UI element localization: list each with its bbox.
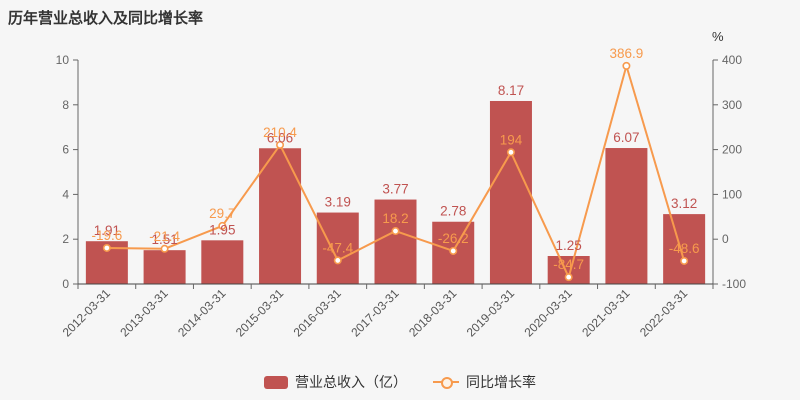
revenue-bar-2014-03-31[interactable]: [201, 240, 244, 284]
bar-value-label: 2.78: [440, 204, 466, 219]
growth-point-2021-03-31[interactable]: [622, 61, 631, 70]
bar-value-label: 1.51: [151, 232, 177, 247]
right-axis-tick-label: 300: [722, 98, 742, 112]
x-axis-category-label: 2015-03-31: [233, 286, 287, 340]
left-axis-tick-label: 4: [62, 187, 69, 201]
growth-value-label: -84.7: [553, 257, 584, 272]
growth-point-2013-03-31[interactable]: [160, 244, 169, 253]
x-axis-category-label: 2020-03-31: [521, 286, 575, 340]
bar-value-label: 3.12: [671, 196, 697, 211]
growth-value-label: 194: [500, 132, 523, 147]
growth-value-label: 210.4: [263, 125, 297, 140]
bar-value-label: 1.91: [94, 223, 120, 238]
right-axis-tick-label: 200: [722, 143, 742, 157]
right-axis-tick-label: 100: [722, 187, 742, 201]
growth-value-label: 29.7: [209, 206, 235, 221]
bar-value-label: 1.25: [556, 238, 582, 253]
growth-value-label: -26.2: [438, 231, 469, 246]
left-axis-tick-label: 10: [56, 53, 70, 67]
x-axis-category-label: 2022-03-31: [637, 286, 691, 340]
legend: 营业总收入（亿） 同比增长率: [0, 372, 800, 392]
right-axis-tick-label: 400: [722, 53, 742, 67]
growth-point-2015-03-31[interactable]: [276, 140, 285, 149]
x-axis-category-label: 2014-03-31: [175, 286, 229, 340]
x-axis-category-label: 2018-03-31: [406, 286, 460, 340]
x-axis-category-label: 2012-03-31: [60, 286, 114, 340]
revenue-bar-2022-03-31[interactable]: [663, 214, 706, 284]
growth-point-2014-03-31[interactable]: [218, 221, 227, 230]
bar-series-swatch-icon: [264, 375, 288, 389]
revenue-bar-2019-03-31[interactable]: [489, 100, 532, 284]
left-axis-tick-label: 8: [62, 98, 69, 112]
right-axis-tick-label: -100: [722, 277, 746, 291]
growth-value-label: 18.2: [382, 211, 408, 226]
growth-point-2017-03-31[interactable]: [391, 227, 400, 236]
growth-value-label: 386.9: [610, 46, 644, 61]
growth-point-2012-03-31[interactable]: [102, 243, 111, 252]
bar-value-label: 3.77: [382, 182, 408, 197]
revenue-bar-2016-03-31[interactable]: [316, 212, 359, 284]
growth-value-label: -19.6: [91, 228, 122, 243]
legend-bar-label: 营业总收入（亿）: [295, 374, 407, 390]
growth-value-label: -47.4: [322, 240, 353, 255]
growth-point-2016-03-31[interactable]: [333, 256, 342, 265]
growth-point-2020-03-31[interactable]: [564, 273, 573, 282]
growth-point-2018-03-31[interactable]: [449, 246, 458, 255]
x-axis-category-label: 2013-03-31: [117, 286, 171, 340]
right-axis-unit-label: %: [712, 29, 724, 44]
growth-point-2022-03-31[interactable]: [680, 256, 689, 265]
growth-value-label: -21.4: [149, 229, 180, 244]
revenue-bar-2021-03-31[interactable]: [605, 148, 648, 284]
bar-value-label: 1.95: [209, 222, 235, 237]
legend-line-label: 同比增长率: [466, 374, 536, 390]
left-axis-tick-label: 2: [62, 232, 69, 246]
revenue-bar-2013-03-31[interactable]: [143, 250, 186, 284]
legend-item-revenue[interactable]: 营业总收入（亿）: [264, 372, 407, 392]
x-axis-category-label: 2021-03-31: [579, 286, 633, 340]
bar-value-label: 6.07: [613, 130, 639, 145]
x-axis-category-label: 2016-03-31: [291, 286, 345, 340]
bar-value-label: 3.19: [325, 195, 351, 210]
growth-point-2019-03-31[interactable]: [506, 148, 515, 157]
bar-value-label: 6.06: [267, 130, 293, 145]
revenue-bar-2017-03-31[interactable]: [374, 199, 417, 284]
bar-value-label: 8.17: [498, 83, 524, 98]
chart-title: 历年营业总收入及同比增长率: [8, 10, 204, 27]
growth-value-label: -48.6: [669, 241, 700, 256]
legend-item-growth[interactable]: 同比增长率: [433, 372, 536, 392]
left-axis-tick-label: 0: [62, 277, 69, 291]
left-axis-tick-label: 6: [62, 143, 69, 157]
x-axis-category-label: 2019-03-31: [464, 286, 518, 340]
x-axis-category-label: 2017-03-31: [348, 286, 402, 340]
revenue-bar-2015-03-31[interactable]: [259, 148, 302, 284]
right-axis-tick-label: 0: [722, 232, 729, 246]
line-series-swatch-icon: [433, 376, 459, 389]
